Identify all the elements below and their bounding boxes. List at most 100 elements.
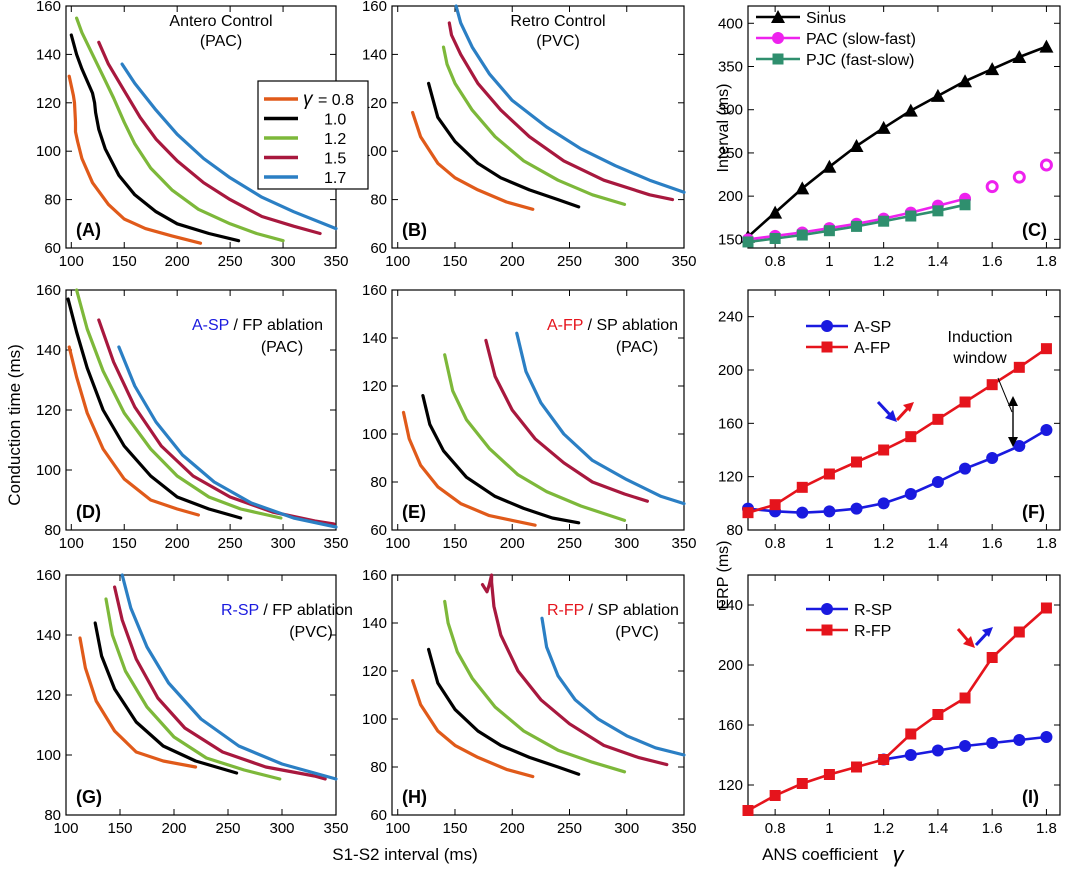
panel-title: A-FP / SP ablation bbox=[547, 317, 678, 334]
x-tick-label: 0.8 bbox=[765, 820, 786, 837]
legend-label: PAC (slow-fast) bbox=[806, 31, 916, 48]
panel-title: R-SP / FP ablation bbox=[221, 602, 353, 619]
legend-marker bbox=[821, 341, 833, 353]
x-axis-label-left: S1-S2 interval (ms) bbox=[332, 845, 477, 864]
data-point-r-fp bbox=[986, 652, 998, 663]
series-line-gamma-1-2 bbox=[443, 599, 627, 774]
data-point-pjc-fast-slow bbox=[932, 205, 944, 217]
data-point-r-fp bbox=[1040, 602, 1052, 614]
legend-F: A-SP A-FP bbox=[806, 319, 891, 357]
data-point-r-fp bbox=[796, 778, 808, 789]
arrow-up-red-head bbox=[903, 402, 914, 412]
legend-label: R-SP bbox=[854, 602, 892, 619]
y-tick-label: 160 bbox=[362, 282, 387, 299]
data-point-pjc-fast-slow bbox=[769, 232, 781, 244]
data-point-r-fp bbox=[769, 790, 781, 801]
series-line-gamma-0-8 bbox=[67, 345, 200, 517]
data-point-sinus bbox=[822, 159, 837, 173]
annotation-text: window bbox=[952, 350, 1007, 367]
y-tick-label: 80 bbox=[370, 192, 387, 209]
arrow-up-blue-head bbox=[982, 627, 993, 637]
x-tick-label: 300 bbox=[614, 535, 639, 552]
panel-title: Antero Control bbox=[169, 13, 272, 30]
panel-F: 0.8 1 1.2 1.4 1.6 1.8 80 120 160 200 240 (F) bbox=[718, 289, 1061, 552]
data-point-a-fp bbox=[1040, 343, 1052, 355]
legend-marker bbox=[821, 320, 833, 332]
x-tick-label: 150 bbox=[112, 535, 137, 552]
legend-gamma: γ = 0.8 1.0 1.2 1.5 1.7 bbox=[257, 80, 369, 190]
x-tick-label: 300 bbox=[614, 820, 639, 837]
x-tick-label: 1.6 bbox=[982, 820, 1003, 837]
arrow-down-blue-head bbox=[885, 410, 897, 422]
x-tick-label: 200 bbox=[500, 535, 525, 552]
series-line-gamma-1-0 bbox=[93, 621, 239, 775]
panel-label: (C) bbox=[1022, 220, 1047, 240]
y-tick-label: 120 bbox=[718, 777, 743, 794]
x-tick-label: 150 bbox=[442, 535, 467, 552]
data-point-r-sp bbox=[986, 737, 999, 749]
data-point-sinus bbox=[1012, 49, 1027, 63]
panel-label: (I) bbox=[1022, 787, 1039, 807]
panel-G: 100 150 200 250 300 35080100120140160(G)R-SP … bbox=[36, 567, 353, 837]
data-point-a-sp bbox=[986, 452, 999, 464]
x-tick-label: 350 bbox=[323, 253, 348, 270]
panel-label: (F) bbox=[1022, 502, 1045, 522]
series-line-gamma-1-5 bbox=[113, 585, 327, 781]
y-axis-label-c: Interval (ms) bbox=[715, 84, 732, 173]
x-tick-label: 1 bbox=[825, 253, 833, 270]
plot-frame bbox=[391, 5, 685, 249]
panel-title-ablation: / SP ablation bbox=[583, 317, 678, 334]
legend-c: Sinus PAC (slow-fast) PJC (fast-slow) bbox=[756, 10, 916, 69]
data-point-pjc-fast-slow bbox=[959, 199, 971, 211]
panel-A: 100 150 200 250 300 350 60 80 100 120 140 160 (A) Ant… bbox=[36, 0, 349, 270]
x-tick-label: 200 bbox=[161, 820, 186, 837]
plot-frame bbox=[747, 574, 1061, 816]
y-tick-label: 80 bbox=[370, 474, 387, 491]
arrow-up-red bbox=[895, 405, 911, 422]
y-tick-label: 80 bbox=[44, 807, 61, 824]
data-point-a-sp bbox=[823, 505, 836, 518]
data-point-a-fp bbox=[796, 481, 808, 493]
y-tick-label: 80 bbox=[370, 759, 387, 776]
panel-I: 0.8 1 1.2 1.4 1.6 1.8 120 160 200 240 (I) bbox=[718, 574, 1061, 837]
x-tick-label: 1.8 bbox=[1036, 820, 1057, 837]
y-tick-label: 150 bbox=[718, 231, 743, 248]
panel-title-ablation: / SP ablation bbox=[584, 602, 679, 619]
series-line-gamma-1-7 bbox=[540, 616, 686, 757]
y-tick-label: 160 bbox=[36, 0, 61, 15]
data-point-r-fp bbox=[742, 805, 754, 816]
x-tick-label: 350 bbox=[671, 820, 696, 837]
data-point-a-sp bbox=[796, 506, 809, 519]
data-point-a-sp bbox=[1013, 440, 1026, 452]
data-point-a-fp bbox=[823, 468, 835, 480]
panel-title-tissue: A-SP bbox=[192, 317, 229, 334]
data-point-sinus bbox=[876, 120, 891, 134]
legend-marker bbox=[772, 32, 784, 44]
data-point-sinus bbox=[985, 62, 1000, 76]
legend-label: A-FP bbox=[854, 340, 890, 357]
series-line-gamma-1-0 bbox=[69, 33, 241, 243]
y-axis-label-fi: ERP (ms) bbox=[715, 540, 732, 609]
x-tick-label: 350 bbox=[323, 820, 348, 837]
panel-subtitle: (PAC) bbox=[616, 339, 658, 356]
panel-subtitle: (PAC) bbox=[261, 339, 303, 356]
x-tick-label: 0.8 bbox=[765, 253, 786, 270]
y-tick-label: 120 bbox=[36, 95, 61, 112]
annotation-induction-window: Induction window bbox=[876, 329, 1018, 447]
series-line-gamma-1-0 bbox=[421, 394, 581, 525]
window-arrow-head-down bbox=[1008, 437, 1018, 447]
data-point-sinus bbox=[903, 103, 918, 117]
plot-frame bbox=[391, 289, 685, 531]
x-tick-label: 250 bbox=[557, 820, 582, 837]
x-tick-label: 1 bbox=[825, 820, 833, 837]
data-point-a-fp bbox=[932, 413, 944, 425]
y-tick-label: 160 bbox=[36, 567, 61, 584]
panel-label: (H) bbox=[402, 787, 427, 807]
series-line-gamma-1-2 bbox=[104, 597, 282, 781]
series-line-gamma-1-5 bbox=[484, 338, 649, 503]
x-tick-label: 1.4 bbox=[927, 535, 948, 552]
x-tick-label: 250 bbox=[557, 253, 582, 270]
data-point-r-fp bbox=[1013, 626, 1025, 638]
legend-label: 1.5 bbox=[324, 151, 346, 168]
